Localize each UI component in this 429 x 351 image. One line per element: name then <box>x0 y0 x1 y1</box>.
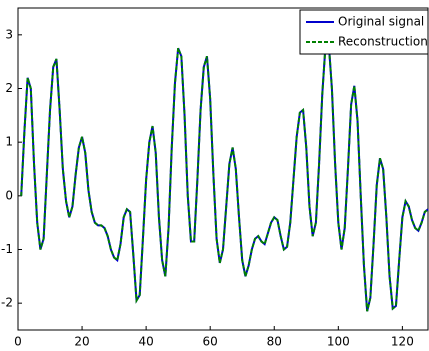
y-tick-label: 1 <box>5 135 13 149</box>
x-tick-label: 100 <box>327 335 350 349</box>
y-tick-label: -1 <box>1 242 13 256</box>
legend-label: Original signal <box>338 15 424 29</box>
x-tick-label: 80 <box>267 335 282 349</box>
legend-label: Reconstruction <box>338 35 428 49</box>
x-tick-label: 0 <box>14 335 22 349</box>
y-tick-label: -2 <box>1 296 13 310</box>
x-tick-label: 60 <box>203 335 218 349</box>
y-tick-label: 0 <box>5 188 13 202</box>
y-tick-label: 3 <box>5 27 13 41</box>
plot-area <box>17 7 429 331</box>
y-tick-label: 2 <box>5 81 13 95</box>
x-tick-label: 40 <box>138 335 153 349</box>
x-tick-label: 20 <box>74 335 89 349</box>
x-tick-label: 120 <box>391 335 414 349</box>
legend-box <box>299 9 429 55</box>
series-line <box>20 40 429 312</box>
